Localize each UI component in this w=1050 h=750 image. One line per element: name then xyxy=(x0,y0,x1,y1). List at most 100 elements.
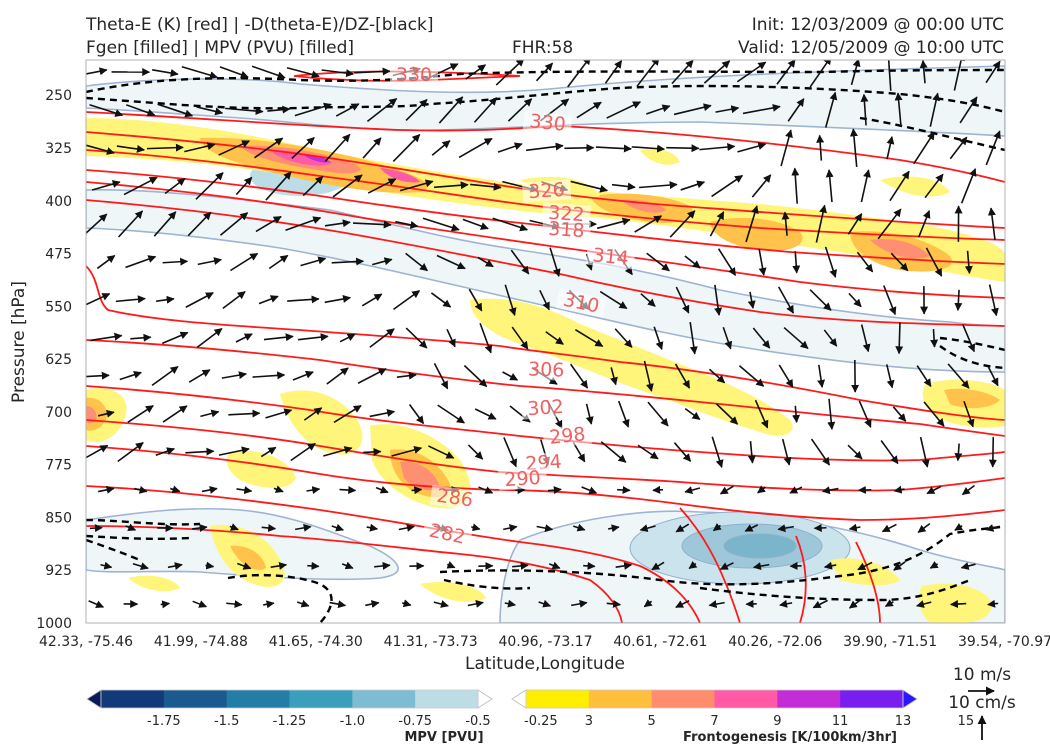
wind-vector xyxy=(446,328,456,348)
theta-e-label-bg xyxy=(521,179,572,203)
wind-vector xyxy=(757,485,766,494)
wind-vector xyxy=(222,291,246,309)
wind-vector xyxy=(596,217,631,230)
y-tick-label: 1000 xyxy=(36,616,72,632)
wind-vector xyxy=(251,65,286,80)
wind-vector xyxy=(538,599,552,608)
wind-vector xyxy=(398,523,415,532)
wind-vector xyxy=(192,524,208,532)
wind-vector xyxy=(361,293,383,307)
wind-vector xyxy=(463,364,488,388)
wind-vector xyxy=(89,524,103,533)
colorbar-swatch xyxy=(588,690,653,708)
wind-vector xyxy=(711,174,744,198)
wind-vector xyxy=(673,442,692,462)
wind-vector xyxy=(849,128,858,167)
wind-vectors xyxy=(86,60,1001,609)
wind-vector xyxy=(273,485,284,493)
wind-vector xyxy=(391,445,423,457)
plot-frame xyxy=(85,59,1006,624)
wind-vector xyxy=(856,251,874,273)
wind-vector xyxy=(433,181,469,190)
wind-vector xyxy=(167,562,183,570)
wind-vector xyxy=(926,485,942,495)
wind-vector xyxy=(606,101,642,119)
wind-vector xyxy=(545,331,564,345)
wind-vector xyxy=(153,211,177,237)
wind-vector xyxy=(959,96,978,124)
x-tick-label: 40.26, -72.06 xyxy=(728,634,822,650)
wind-vector xyxy=(192,600,208,608)
wind-vector xyxy=(643,599,653,608)
wind-vector xyxy=(881,523,897,533)
wind-vector xyxy=(825,169,834,203)
wind-vector xyxy=(263,333,294,342)
mpv-colorbar-title: MPV [PVU] xyxy=(404,730,483,745)
wind-vector xyxy=(539,289,550,311)
wind-vector xyxy=(708,368,726,384)
wind-vector xyxy=(758,248,767,276)
wind-vector xyxy=(471,523,481,532)
wind-vector xyxy=(783,326,809,350)
wind-vector xyxy=(433,362,449,390)
wind-vector xyxy=(331,257,365,266)
wind-vector xyxy=(823,561,837,570)
wind-vector xyxy=(290,442,316,462)
theta-e-label: 326 xyxy=(528,179,566,203)
theta-e-label: 314 xyxy=(591,244,629,270)
wind-vector xyxy=(88,600,105,608)
wind-vector xyxy=(547,486,562,495)
wind-vector xyxy=(860,93,869,126)
wind-vector xyxy=(925,247,943,277)
wind-vector xyxy=(960,562,976,570)
wind-vector xyxy=(916,365,932,388)
wind-vector xyxy=(890,252,909,272)
wind-vector xyxy=(367,178,397,194)
wind-vector xyxy=(929,561,939,569)
wind-vector xyxy=(130,333,152,342)
wind-vector xyxy=(776,60,796,85)
wind-vector xyxy=(617,400,630,428)
wind-vector xyxy=(324,219,351,228)
wind-vector xyxy=(162,405,188,423)
wind-vector xyxy=(263,600,275,609)
wind-vector xyxy=(778,364,794,388)
colorbar-tick-label: -1.5 xyxy=(214,714,239,729)
wind-vector xyxy=(285,216,322,232)
colorbar-swatch xyxy=(415,690,479,708)
wind-vector xyxy=(462,218,489,230)
wind-vector xyxy=(571,599,588,608)
wind-vector xyxy=(709,211,725,237)
wind-vector xyxy=(170,485,181,494)
wind-vector xyxy=(218,140,251,156)
y-tick-label: 850 xyxy=(45,510,72,526)
vector-key: 10 m/s 10 cm/s xyxy=(948,665,1016,740)
x-tick-label: 41.31, -73.73 xyxy=(384,634,478,650)
wind-vector xyxy=(96,254,116,270)
wind-vector xyxy=(495,60,525,86)
wind-vector xyxy=(205,561,215,570)
wind-vector xyxy=(719,485,734,495)
wind-vector xyxy=(917,523,931,533)
wind-vector xyxy=(468,288,483,312)
wind-vector xyxy=(197,257,222,266)
y-tick-label: 400 xyxy=(45,194,72,210)
wind-vector xyxy=(744,524,759,532)
wind-vector xyxy=(847,213,863,235)
wind-vector xyxy=(258,295,279,305)
wind-vector xyxy=(294,102,332,117)
wind-vector xyxy=(987,366,999,387)
wind-vector xyxy=(329,600,347,609)
wind-vector xyxy=(408,404,425,425)
wind-vector xyxy=(929,92,941,127)
wind-vector xyxy=(860,324,871,353)
wind-vector xyxy=(507,98,533,122)
wind-vector xyxy=(640,293,656,307)
wind-vector xyxy=(792,405,801,423)
wind-vector xyxy=(116,144,145,153)
wind-vector xyxy=(187,211,212,237)
wind-vector xyxy=(894,92,903,127)
wind-vector xyxy=(226,600,243,609)
wind-vector xyxy=(752,327,771,349)
wind-vector xyxy=(467,444,484,460)
